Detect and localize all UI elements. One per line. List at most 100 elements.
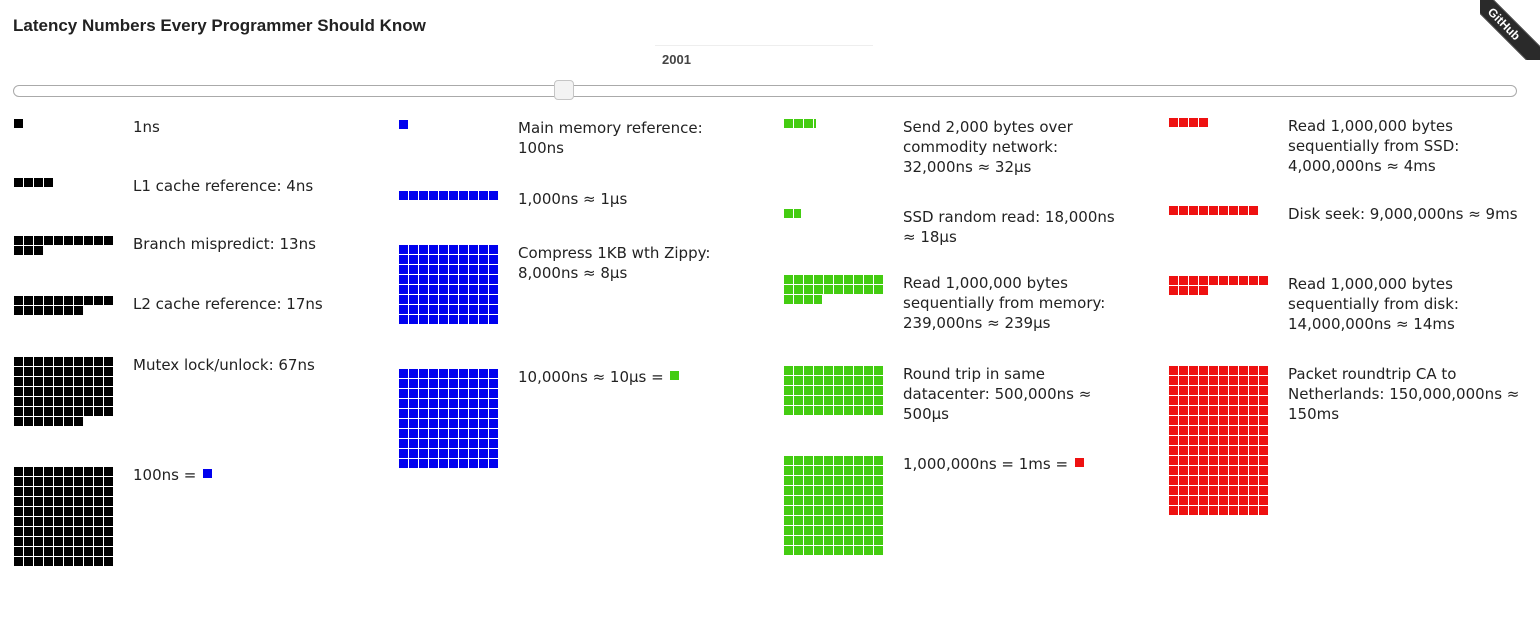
latency-square: [1229, 366, 1238, 375]
latency-square: [14, 547, 23, 556]
latency-square: [1229, 406, 1238, 415]
latency-square: [459, 191, 468, 200]
latency-square: [854, 506, 863, 515]
latency-square: [489, 275, 498, 284]
latency-square: [479, 389, 488, 398]
latency-square: [834, 486, 843, 495]
latency-square: [94, 547, 103, 556]
latency-square: [44, 557, 53, 566]
latency-square: [44, 477, 53, 486]
latency-square: [1209, 496, 1218, 505]
latency-square: [489, 449, 498, 458]
latency-square: [834, 466, 843, 475]
latency-square: [399, 285, 408, 294]
latency-square: [54, 497, 63, 506]
latency-square: [74, 387, 83, 396]
year-slider-track[interactable]: [13, 85, 1517, 97]
latency-square: [64, 377, 73, 386]
latency-label: Mutex lock/unlock: 67ns: [133, 355, 373, 375]
latency-square: [449, 285, 458, 294]
latency-square: [24, 557, 33, 566]
latency-square: [874, 546, 883, 555]
latency-square: [54, 387, 63, 396]
latency-square: [1169, 376, 1178, 385]
latency-square: [409, 191, 418, 200]
latency-square: [34, 377, 43, 386]
latency-square: [834, 386, 843, 395]
latency-square: [24, 487, 33, 496]
latency-square: [469, 285, 478, 294]
latency-square: [1219, 496, 1228, 505]
latency-square: [1209, 396, 1218, 405]
latency-square: [459, 305, 468, 314]
latency-label: Main memory reference: 100ns: [518, 118, 743, 158]
latency-square: [44, 407, 53, 416]
latency-square: [489, 265, 498, 274]
github-ribbon-label[interactable]: GitHub: [1480, 0, 1540, 60]
latency-square: [844, 456, 853, 465]
latency-square: [14, 357, 23, 366]
latency-square: [794, 456, 803, 465]
latency-square: [1189, 286, 1198, 295]
latency-square: [14, 527, 23, 536]
latency-square: [814, 536, 823, 545]
latency-square: [429, 245, 438, 254]
latency-square: [94, 407, 103, 416]
latency-square: [469, 409, 478, 418]
latency-square: [459, 429, 468, 438]
latency-square: [864, 496, 873, 505]
latency-square: [94, 367, 103, 376]
latency-square: [34, 497, 43, 506]
latency-square: [824, 516, 833, 525]
latency-square: [1179, 396, 1188, 405]
latency-square: [399, 399, 408, 408]
latency-square: [64, 497, 73, 506]
latency-square: [429, 191, 438, 200]
latency-square: [804, 456, 813, 465]
latency-square: [14, 517, 23, 526]
latency-square: [784, 396, 793, 405]
latency-square: [459, 379, 468, 388]
latency-square: [409, 305, 418, 314]
latency-square: [844, 386, 853, 395]
latency-square: [1239, 206, 1248, 215]
latency-square: [489, 429, 498, 438]
latency-square: [1239, 366, 1248, 375]
latency-square: [1179, 118, 1188, 127]
latency-square: [104, 236, 113, 245]
latency-square: [784, 526, 793, 535]
latency-square: [814, 386, 823, 395]
latency-square: [449, 255, 458, 264]
latency-square: [419, 409, 428, 418]
latency-square: [804, 376, 813, 385]
latency-square: [1209, 406, 1218, 415]
latency-square: [14, 306, 23, 315]
latency-square: [419, 245, 428, 254]
latency-square: [804, 295, 813, 304]
latency-square: [804, 119, 813, 128]
latency-square: [64, 477, 73, 486]
latency-square: [1179, 446, 1188, 455]
latency-square: [14, 296, 23, 305]
latency-square: [44, 367, 53, 376]
latency-square: [854, 486, 863, 495]
latency-square: [399, 191, 408, 200]
latency-square: [44, 397, 53, 406]
latency-square: [844, 285, 853, 294]
github-ribbon[interactable]: GitHub: [1480, 0, 1540, 60]
latency-square: [1229, 206, 1238, 215]
latency-label: Compress 1KB wth Zippy: 8,000ns ≈ 8μs: [518, 243, 743, 283]
latency-square: [824, 285, 833, 294]
latency-square: [469, 459, 478, 468]
latency-square: [1249, 456, 1258, 465]
latency-square: [449, 245, 458, 254]
latency-square: [479, 369, 488, 378]
latency-square: [1209, 206, 1218, 215]
latency-square: [1219, 476, 1228, 485]
latency-square: [864, 366, 873, 375]
latency-square: [104, 296, 113, 305]
latency-square: [419, 305, 428, 314]
latency-square: [54, 557, 63, 566]
year-slider-handle[interactable]: [554, 80, 574, 100]
latency-square: [14, 397, 23, 406]
